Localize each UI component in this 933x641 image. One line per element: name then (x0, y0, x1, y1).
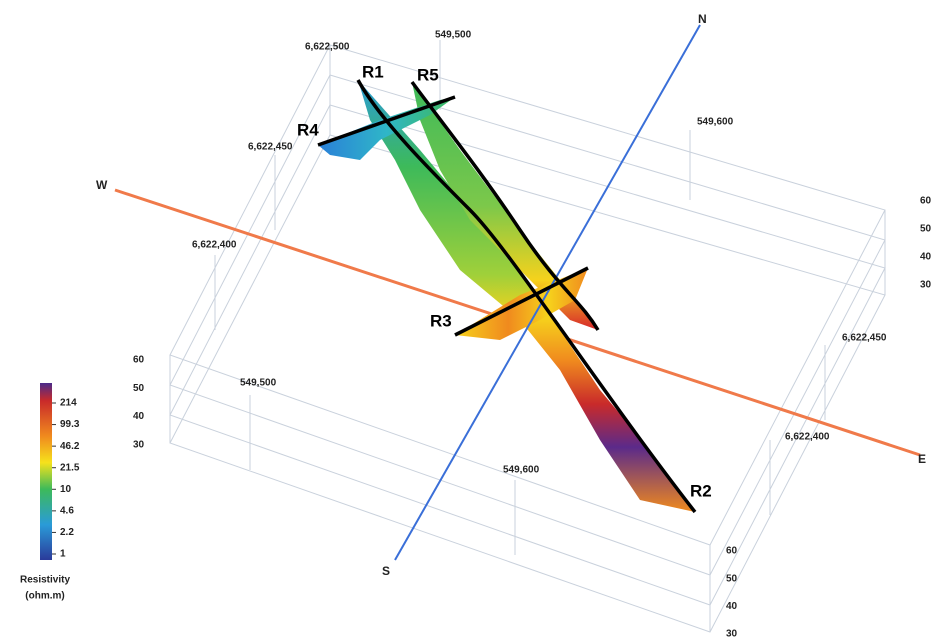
coordinate-label: 6,622,400 (785, 432, 830, 443)
legend-title: (ohm.m) (25, 591, 64, 602)
legend-tick-label: 21.5 (60, 462, 80, 473)
depth-label: 30 (133, 440, 145, 451)
coordinate-label: 6,622,400 (192, 240, 237, 251)
depth-label: 60 (920, 196, 932, 207)
coordinate-label: 6,622,450 (842, 333, 887, 344)
legend-tick-label: 99.3 (60, 419, 80, 430)
direction-label: E (918, 452, 926, 466)
section-r4 (318, 97, 455, 160)
coordinate-label: 6,622,500 (305, 42, 350, 53)
direction-label: S (382, 564, 390, 578)
depth-label: 40 (726, 601, 738, 612)
coordinate-label: 549,600 (697, 117, 734, 128)
legend-tick-label: 214 (60, 398, 77, 409)
depth-label: 50 (920, 224, 932, 235)
depth-label: 60 (133, 355, 145, 366)
legend-tick-label: 4.6 (60, 505, 74, 516)
legend-tick-label: 10 (60, 484, 72, 495)
profile-label: R3 (430, 311, 452, 330)
resistivity-sections (318, 80, 695, 512)
legend-tick-label: 2.2 (60, 527, 74, 538)
coordinate-label: 6,622,450 (248, 142, 293, 153)
depth-labels: 60 50 40 30 60 50 40 30 60 50 40 30 (133, 196, 932, 640)
depth-label: 30 (920, 280, 932, 291)
legend-tick-label: 1 (60, 549, 66, 560)
profile-label: R4 (297, 120, 319, 139)
direction-label: W (96, 178, 108, 192)
legend-colorbar (40, 383, 52, 560)
coordinate-label: 549,500 (435, 30, 472, 41)
depth-label: 50 (133, 383, 145, 394)
profile-lines (317, 79, 697, 514)
legend-ticks: 214 99.3 46.2 21.5 10 4.6 2.2 1 (52, 398, 80, 560)
depth-label: 50 (726, 573, 738, 584)
wireframe-box (169, 40, 886, 633)
coordinate-label: 549,600 (503, 465, 540, 476)
depth-label: 40 (920, 252, 932, 263)
profile-label: R2 (690, 481, 712, 500)
profile-label: R1 (362, 62, 384, 81)
profile-label: R5 (417, 65, 439, 84)
direction-label: N (698, 12, 707, 26)
north-south-line (394, 24, 701, 561)
legend-title: Resistivity (20, 575, 70, 586)
coordinate-label: 549,500 (240, 378, 277, 389)
depth-label: 60 (726, 546, 738, 557)
depth-label: 30 (726, 629, 738, 640)
depth-label: 40 (133, 411, 145, 422)
legend-tick-label: 46.2 (60, 441, 80, 452)
